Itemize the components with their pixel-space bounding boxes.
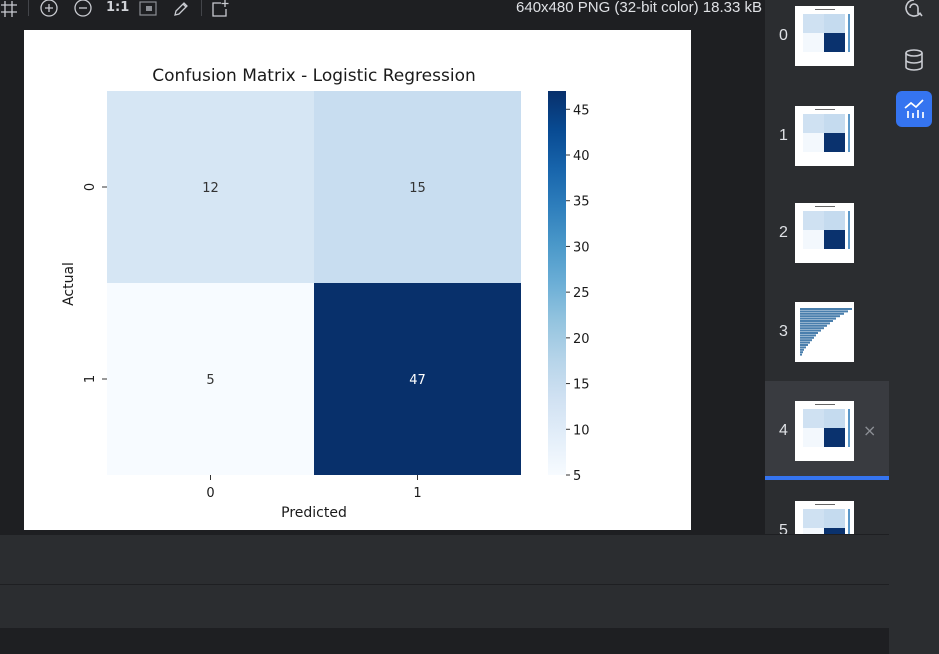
heatmap-cell bbox=[107, 283, 314, 475]
plot-thumbnail-4[interactable]: 4 × bbox=[765, 381, 889, 480]
zoom-in-icon[interactable] bbox=[38, 0, 60, 18]
thumbnail-index-label: 0 bbox=[779, 27, 788, 44]
thumbnail-image bbox=[795, 6, 854, 66]
toolbar-separator bbox=[201, 0, 202, 16]
image-toolbar: 1:1 640x480 PNG (32-bit color) 18.33 kB bbox=[0, 0, 765, 18]
colorbar-tick-label: 5 bbox=[573, 469, 581, 484]
plot-thumbnail-5[interactable]: 5 bbox=[765, 481, 889, 534]
thumbnail-index-label: 3 bbox=[779, 323, 788, 340]
colorbar-tick-label: 35 bbox=[573, 195, 590, 210]
plot-thumbnail-1[interactable]: 1 bbox=[765, 86, 889, 185]
bottom-panel-toolbar bbox=[0, 584, 889, 628]
zoom-out-icon[interactable] bbox=[72, 0, 94, 18]
heatmap-cell bbox=[107, 91, 314, 283]
colorbar-tick-label: 40 bbox=[573, 149, 590, 164]
fit-window-icon[interactable] bbox=[138, 0, 158, 18]
plot-thumbnail-0[interactable]: 0 bbox=[765, 0, 889, 85]
ai-assistant-icon[interactable] bbox=[896, 0, 932, 26]
colorbar bbox=[548, 91, 566, 475]
thumbnail-index-label: 2 bbox=[779, 224, 788, 241]
heatmap-cell bbox=[314, 283, 521, 475]
right-tool-strip bbox=[889, 0, 939, 654]
plot-thumbnail-3[interactable]: 3 bbox=[765, 282, 889, 381]
database-icon[interactable] bbox=[896, 42, 932, 78]
cell-value-label: 5 bbox=[206, 373, 214, 388]
x-tick-label: 1 bbox=[413, 486, 421, 501]
color-picker-icon[interactable] bbox=[171, 0, 191, 18]
thumbnail-image bbox=[795, 203, 854, 263]
cell-value-label: 15 bbox=[409, 181, 426, 196]
bottom-panel-header bbox=[0, 534, 889, 584]
colorbar-tick-label: 45 bbox=[573, 103, 590, 118]
chart-title: Confusion Matrix - Logistic Regression bbox=[152, 66, 476, 86]
y-axis-label: Actual bbox=[61, 262, 77, 306]
colorbar-tick-label: 15 bbox=[573, 378, 590, 393]
x-tick-label: 0 bbox=[206, 486, 214, 501]
colorbar-tick-label: 10 bbox=[573, 423, 590, 438]
actual-size-button[interactable]: 1:1 bbox=[106, 0, 130, 15]
y-tick-label: 1 bbox=[83, 375, 98, 383]
open-external-icon[interactable] bbox=[211, 0, 231, 18]
colorbar-tick-label: 20 bbox=[573, 332, 590, 347]
thumbnail-index-label: 4 bbox=[779, 422, 788, 439]
toolbar-separator bbox=[28, 0, 29, 16]
thumbnail-image bbox=[795, 401, 854, 461]
confusion-matrix-chart: Confusion Matrix - Logistic Regression 1… bbox=[61, 66, 590, 521]
y-tick-label: 0 bbox=[83, 183, 98, 191]
grid-icon[interactable] bbox=[0, 0, 18, 18]
thumbnail-index-label: 1 bbox=[779, 127, 788, 144]
heatmap-cell bbox=[314, 91, 521, 283]
status-area bbox=[0, 628, 889, 654]
thumbnail-index-label: 5 bbox=[779, 522, 788, 534]
image-info-label: 640x480 PNG (32-bit color) 18.33 kB bbox=[516, 0, 762, 16]
cell-value-label: 12 bbox=[202, 181, 219, 196]
cell-value-label: 47 bbox=[409, 373, 426, 388]
colorbar-tick-label: 25 bbox=[573, 286, 590, 301]
plots-icon[interactable] bbox=[896, 91, 932, 127]
thumbnail-image bbox=[795, 501, 854, 534]
selection-indicator bbox=[765, 476, 889, 480]
colorbar-tick-label: 30 bbox=[573, 240, 590, 255]
x-axis-label: Predicted bbox=[281, 505, 347, 521]
image-canvas[interactable]: Confusion Matrix - Logistic Regression 1… bbox=[24, 30, 691, 530]
close-thumbnail-icon[interactable]: × bbox=[863, 421, 877, 440]
thumbnail-image bbox=[795, 302, 854, 362]
plot-thumbnail-2[interactable]: 2 bbox=[765, 183, 889, 282]
plots-thumbnail-panel: 5 4 × 3 2 1 0 bbox=[765, 0, 889, 534]
thumbnail-image bbox=[795, 106, 854, 166]
